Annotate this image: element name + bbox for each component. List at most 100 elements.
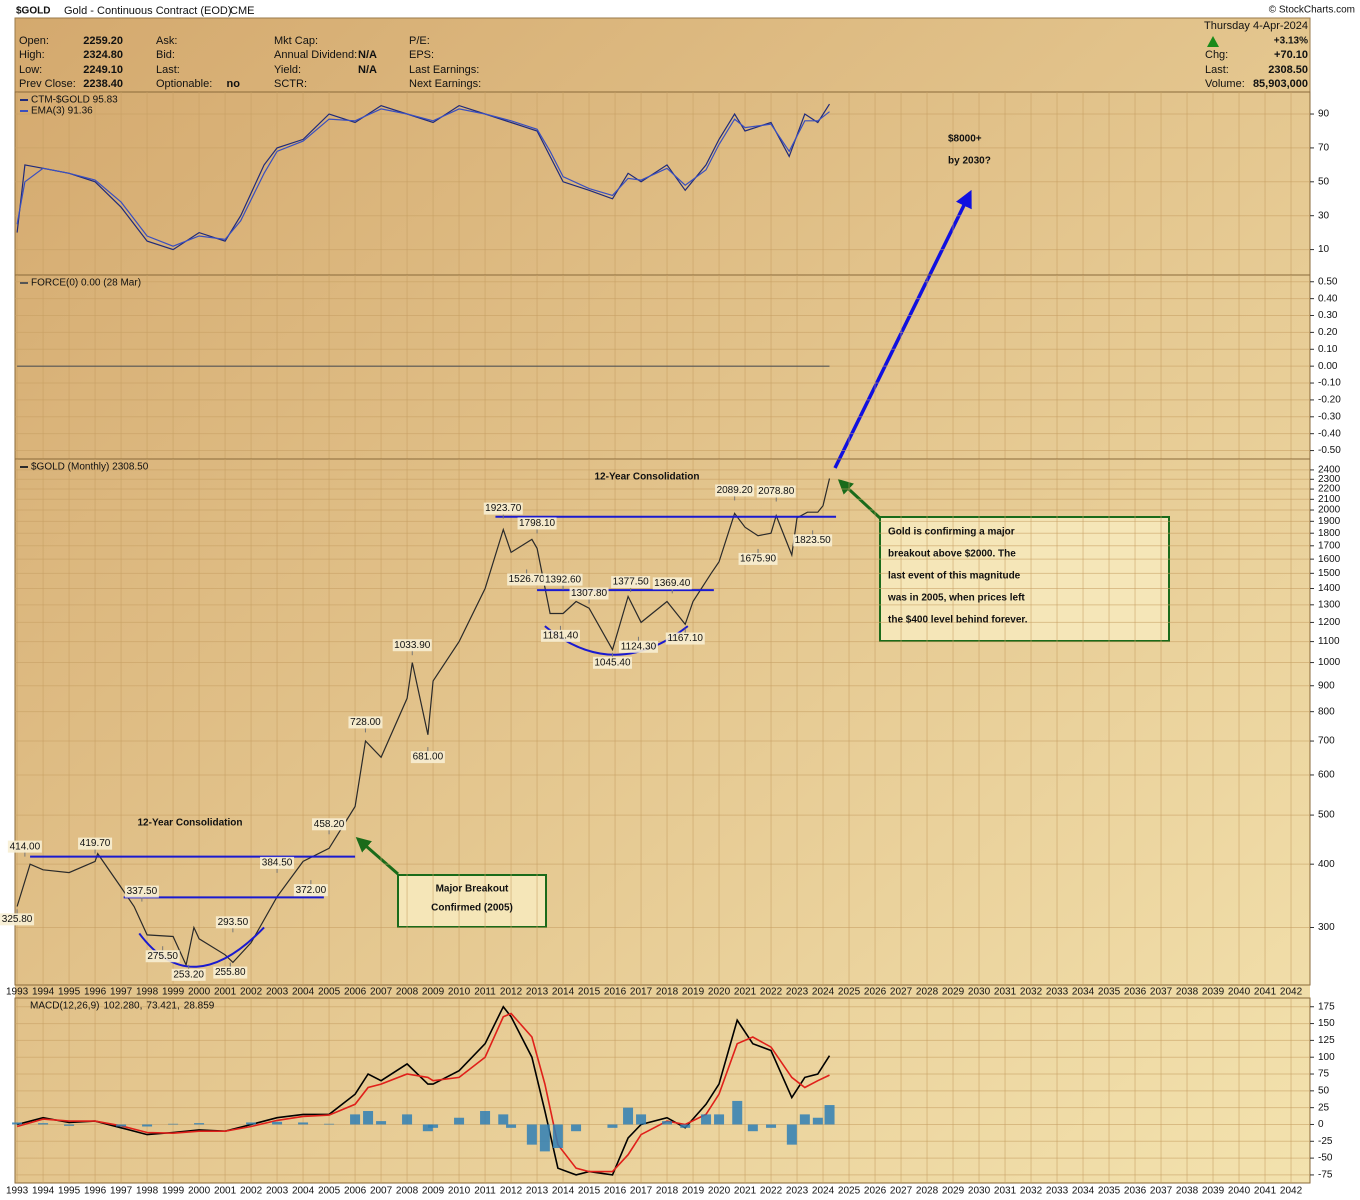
x-tick-label: 1993 bbox=[6, 987, 29, 998]
annotation: Gold is confirming a major bbox=[888, 527, 1015, 538]
histogram-bar bbox=[747, 1124, 758, 1132]
x-tick-label: 2027 bbox=[890, 1186, 913, 1197]
x-tick-label: 1998 bbox=[136, 1186, 159, 1197]
histogram-bar bbox=[786, 1124, 797, 1145]
y-tick-label: 1600 bbox=[1318, 554, 1341, 565]
x-tick-label: 2011 bbox=[474, 987, 496, 998]
quote-label: Optionable: bbox=[156, 78, 212, 90]
y-tick-label: 1900 bbox=[1318, 516, 1341, 527]
histogram-bar bbox=[428, 1124, 439, 1128]
histogram-bar bbox=[363, 1111, 374, 1125]
y-tick-label: 25 bbox=[1318, 1102, 1330, 1113]
price-label-box bbox=[652, 577, 692, 590]
x-tick-label: 2018 bbox=[656, 1186, 679, 1197]
x-tick-label: 2016 bbox=[604, 1186, 627, 1197]
x-tick-label: 2024 bbox=[812, 987, 835, 998]
price-label-box bbox=[7, 840, 42, 853]
price-label: 1392.60 bbox=[545, 574, 582, 585]
x-tick-label: 2018 bbox=[656, 987, 679, 998]
price-label: 372.00 bbox=[296, 885, 327, 896]
y-tick-label: 1400 bbox=[1318, 583, 1341, 594]
y-tick-label: 400 bbox=[1318, 859, 1335, 870]
x-tick-label: 1995 bbox=[58, 987, 81, 998]
y-tick-label: 800 bbox=[1318, 706, 1335, 717]
x-tick-label: 2012 bbox=[500, 987, 523, 998]
quote-value: 2249.10 bbox=[83, 64, 123, 76]
series-line bbox=[16, 1005, 831, 1176]
histogram-bar bbox=[799, 1114, 810, 1125]
price-label: 414.00 bbox=[10, 841, 41, 852]
price-label-box bbox=[293, 884, 328, 897]
y-tick-label: 500 bbox=[1318, 810, 1335, 821]
price-label: 1823.50 bbox=[795, 535, 832, 546]
y-tick-label: 2400 bbox=[1318, 465, 1341, 476]
annotation: by 2030? bbox=[948, 156, 991, 167]
quote-value: +70.10 bbox=[1274, 49, 1308, 61]
price-label-box bbox=[215, 916, 250, 929]
x-tick-label: 2007 bbox=[370, 1186, 393, 1197]
quote-label: Last Earnings: bbox=[409, 64, 479, 76]
histogram-bar bbox=[64, 1124, 75, 1126]
x-tick-label: 2033 bbox=[1046, 1186, 1069, 1197]
x-tick-label: 2009 bbox=[422, 1186, 445, 1197]
price-label-box bbox=[392, 639, 432, 652]
x-tick-label: 2011 bbox=[474, 1186, 496, 1197]
y-tick-label: 1100 bbox=[1318, 636, 1340, 647]
price-label-box bbox=[611, 576, 651, 589]
y-tick-label: 0.20 bbox=[1318, 327, 1338, 338]
x-tick-label: 2007 bbox=[370, 987, 393, 998]
x-tick-label: 2028 bbox=[916, 1186, 939, 1197]
x-tick-label: 2001 bbox=[214, 1186, 237, 1197]
x-tick-label: 2021 bbox=[734, 987, 757, 998]
x-tick-label: 2006 bbox=[344, 1186, 367, 1197]
x-tick-label: 1996 bbox=[84, 1186, 107, 1197]
annotation: 12-Year Consolidation bbox=[594, 472, 699, 483]
histogram-bar bbox=[812, 1117, 823, 1125]
annotation: was in 2005, when prices left bbox=[887, 593, 1025, 604]
annotation: Confirmed (2005) bbox=[431, 903, 513, 914]
price-label: 1045.40 bbox=[594, 657, 631, 668]
x-tick-label: 2029 bbox=[942, 1186, 965, 1197]
legend-entry: 73.421, bbox=[146, 1001, 179, 1012]
x-tick-label: 2032 bbox=[1020, 987, 1043, 998]
price-label-box bbox=[124, 885, 159, 898]
y-tick-label: 1300 bbox=[1318, 599, 1341, 610]
annotation: the $400 level behind forever. bbox=[888, 615, 1028, 626]
price-label-box bbox=[0, 913, 35, 926]
x-tick-label: 2000 bbox=[188, 1186, 211, 1197]
x-tick-label: 2035 bbox=[1098, 987, 1121, 998]
x-tick-label: 2025 bbox=[838, 1186, 861, 1197]
price-label: 728.00 bbox=[350, 717, 381, 728]
quote-label: Volume: bbox=[1205, 78, 1245, 90]
quote-value: 2238.40 bbox=[83, 78, 123, 90]
annotation: last event of this magnitude bbox=[888, 571, 1021, 582]
x-tick-label: 2033 bbox=[1046, 987, 1069, 998]
legend-entry: 102.280, bbox=[103, 1001, 142, 1012]
quote-value: 85,903,000 bbox=[1253, 78, 1308, 90]
price-label-box bbox=[592, 656, 632, 669]
price-label: 255.80 bbox=[215, 967, 246, 978]
x-tick-label: 1999 bbox=[162, 1186, 185, 1197]
histogram-bar bbox=[824, 1105, 835, 1125]
x-tick-label: 2022 bbox=[760, 1186, 783, 1197]
quote-label: Last: bbox=[1205, 64, 1229, 76]
x-tick-label: 2026 bbox=[864, 1186, 887, 1197]
price-label: 325.80 bbox=[2, 914, 33, 925]
histogram-bar bbox=[168, 1123, 179, 1125]
change-icon bbox=[1207, 36, 1219, 47]
x-tick-label: 1998 bbox=[136, 987, 159, 998]
y-tick-label: -0.10 bbox=[1318, 378, 1341, 389]
y-tick-label: 30 bbox=[1318, 210, 1330, 221]
price-label-box bbox=[540, 629, 580, 642]
x-tick-label: 2004 bbox=[292, 1186, 315, 1197]
histogram-bar bbox=[526, 1124, 537, 1145]
price-label: 1526.70 bbox=[509, 574, 546, 585]
price-label: 419.70 bbox=[80, 838, 111, 849]
histogram-bar bbox=[116, 1124, 127, 1127]
x-tick-label: 2028 bbox=[916, 987, 939, 998]
histogram-bar bbox=[350, 1114, 361, 1125]
price-label-box bbox=[507, 573, 547, 586]
x-tick-label: 2020 bbox=[708, 987, 731, 998]
price-label-box bbox=[793, 534, 833, 547]
price-label: 293.50 bbox=[218, 917, 249, 928]
